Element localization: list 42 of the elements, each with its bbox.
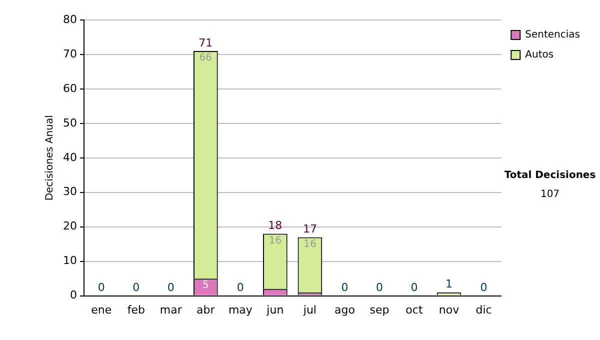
y-tick-label: 40 [62,150,77,164]
total-label: 1 [445,278,452,291]
x-tick-label: dic [476,303,492,316]
y-tick-label: 80 [62,12,77,26]
y-tick-label: 60 [62,82,77,95]
total-label: 0 [376,281,383,294]
text: 107 [539,189,561,200]
y-tick-label: 0 [70,288,77,302]
y-tick-label: 50 [62,116,77,130]
x-tick-label: ago [334,303,356,316]
total-label: 17 [302,222,317,236]
total-label: 0 [167,281,174,294]
x-tick-label: feb [127,303,145,316]
data-label: 66 [199,52,212,64]
text: Total Decisiones [503,170,597,181]
y-tick-label: 10 [62,254,77,268]
x-tick-label: abr [196,303,216,316]
x-tick-label: oct [406,303,424,316]
total-label: 0 [410,281,418,294]
legend-label: Sentencias [525,30,580,41]
x-tick-label: may [228,303,253,316]
total-label: 18 [268,219,282,232]
total-label: 71 [198,36,213,50]
total-label: 0 [132,281,140,294]
x-tick-label: mar [160,303,182,316]
x-tick-label: nov [438,303,460,316]
total-label: 0 [236,281,244,294]
y-tick-label: 30 [62,185,77,198]
x-tick-label: jul [302,303,316,316]
total-label: 0 [480,281,488,294]
legend-label: Autos [525,50,554,61]
total-label: 0 [98,281,105,294]
y-axis-title: Decisiones Anual [44,115,56,201]
x-tick-label: sep [370,303,390,316]
y-tick-label: 20 [62,220,77,233]
data-label: 16 [268,235,282,246]
y-tick-label: 70 [62,47,77,60]
x-tick-label: ene [91,303,112,316]
data-label: 16 [304,238,316,250]
x-tick-label: jun [266,303,284,316]
total-label: 0 [341,281,348,294]
data-label: 5 [202,280,209,292]
